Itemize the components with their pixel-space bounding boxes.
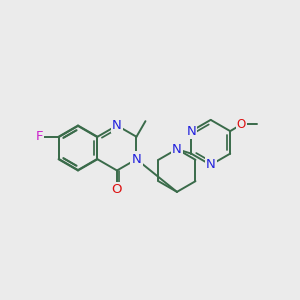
Text: N: N xyxy=(112,119,122,132)
Text: N: N xyxy=(132,153,141,166)
Text: O: O xyxy=(112,183,122,196)
Text: N: N xyxy=(186,124,196,138)
Text: F: F xyxy=(36,130,43,143)
Text: O: O xyxy=(237,118,246,131)
Text: N: N xyxy=(172,142,182,156)
Text: N: N xyxy=(206,158,216,171)
